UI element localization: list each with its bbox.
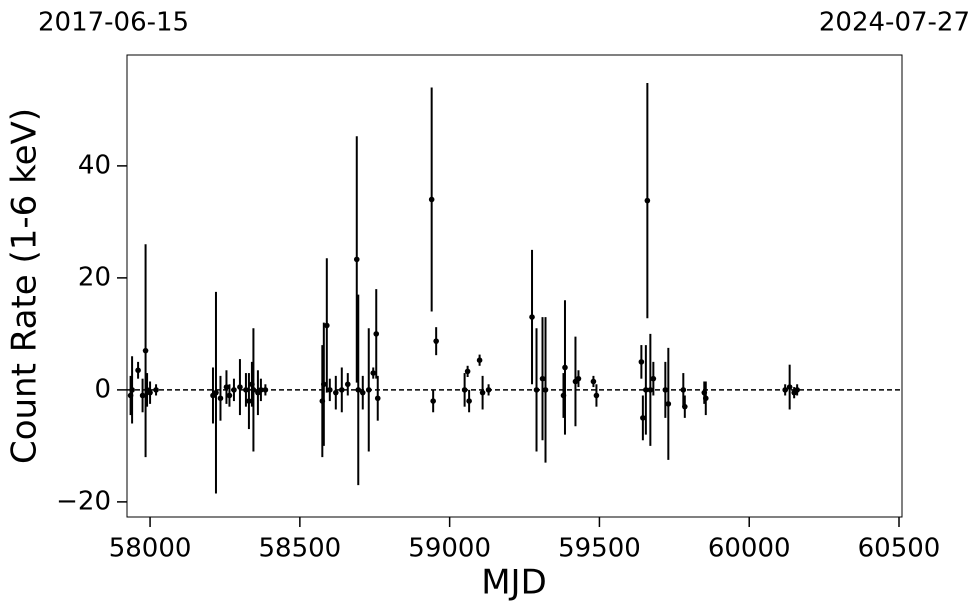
data-point	[461, 387, 468, 393]
data-point	[250, 387, 257, 393]
data-point	[217, 395, 224, 402]
data-point	[433, 338, 439, 344]
data-point	[135, 367, 141, 374]
data-point	[324, 322, 330, 329]
data-point	[373, 331, 380, 337]
data-point	[479, 389, 486, 396]
data-point	[466, 398, 472, 404]
x-tick-label: 59500	[558, 534, 641, 564]
data-point	[682, 403, 688, 410]
data-point	[321, 381, 327, 388]
data-point	[644, 197, 651, 204]
data-point	[355, 387, 362, 393]
data-point	[430, 398, 436, 404]
x-tick-label: 58000	[109, 534, 192, 564]
data-point	[231, 387, 237, 393]
data-point	[542, 387, 549, 393]
data-point	[647, 387, 654, 393]
data-point	[539, 375, 546, 382]
data-point	[333, 389, 339, 396]
data-point	[680, 387, 687, 393]
top-label: 2017-06-15	[38, 8, 189, 38]
data-point	[129, 387, 135, 393]
data-point	[246, 398, 252, 404]
x-axis-label: MJD	[481, 563, 547, 603]
data-point	[662, 387, 669, 393]
y-tick-label: −20	[56, 486, 111, 516]
data-point	[237, 384, 243, 390]
data-point	[370, 370, 377, 376]
data-point	[153, 387, 159, 393]
data-point	[428, 196, 435, 203]
data-point	[794, 387, 800, 393]
top-label: 2024-07-27	[819, 8, 970, 38]
data-point	[575, 375, 582, 382]
data-point	[590, 378, 597, 385]
data-point	[223, 384, 230, 390]
data-point	[702, 395, 709, 402]
data-point	[243, 387, 249, 393]
x-tick-label: 59000	[408, 534, 491, 564]
data-point	[359, 389, 366, 396]
x-tick-label: 58500	[258, 534, 341, 564]
data-point	[640, 415, 646, 421]
data-point	[650, 375, 657, 382]
data-point	[529, 314, 535, 320]
data-point	[782, 387, 788, 393]
data-point	[533, 387, 540, 393]
data-point	[139, 392, 146, 399]
data-point	[464, 368, 471, 375]
y-axis-label: Count Rate (1-6 keV)	[5, 108, 45, 464]
data-point	[258, 387, 264, 393]
data-point	[338, 387, 345, 393]
data-point	[485, 387, 492, 393]
plot-frame	[126, 54, 903, 518]
data-point	[374, 395, 381, 402]
x-tick-label: 60000	[708, 534, 791, 564]
data-point	[213, 389, 219, 396]
data-point	[643, 387, 649, 393]
data-point	[476, 357, 483, 364]
data-point	[638, 359, 645, 365]
data-point	[344, 381, 351, 388]
data-point	[562, 364, 568, 371]
data-point	[147, 389, 153, 396]
y-tick-label: 40	[78, 150, 111, 180]
data-point	[142, 347, 149, 354]
y-tick-label: 20	[78, 262, 111, 292]
data-point	[365, 387, 372, 393]
data-point	[665, 401, 672, 407]
data-point	[593, 392, 600, 399]
data-point	[786, 384, 793, 390]
data-point	[327, 387, 333, 393]
data-point	[226, 392, 233, 399]
y-tick-label: 0	[94, 374, 111, 404]
data-point	[262, 387, 269, 393]
data-point	[353, 256, 360, 263]
x-tick-label: 60500	[858, 534, 941, 564]
